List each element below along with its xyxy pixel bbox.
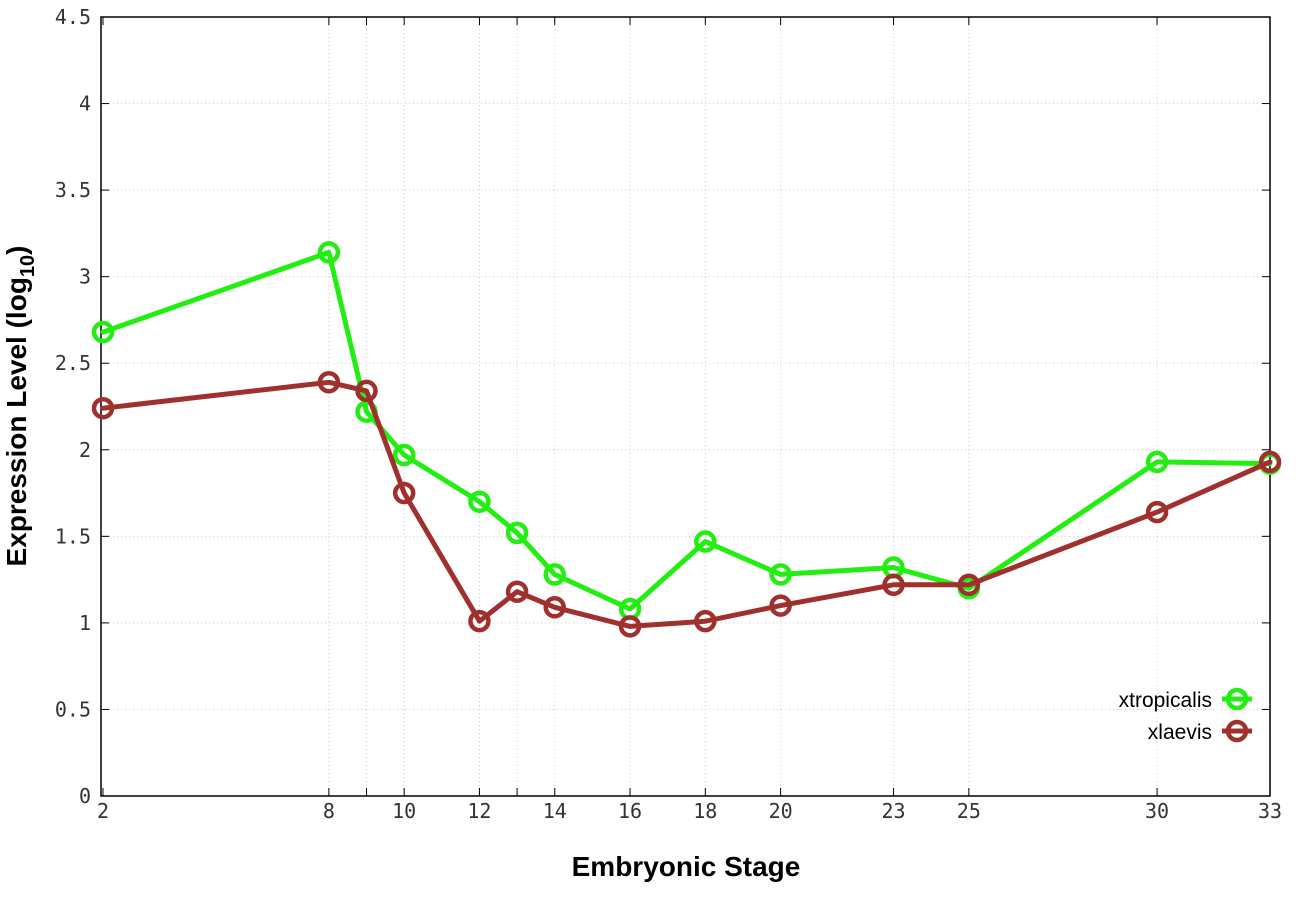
plot-frame bbox=[100, 16, 1271, 797]
data-point-xtropicalis bbox=[1145, 450, 1169, 474]
data-point-xlaevis bbox=[694, 609, 717, 633]
data-point-xlaevis bbox=[317, 371, 341, 394]
x-tick-label: 16 bbox=[618, 799, 642, 823]
legend-item: xlaevis bbox=[1148, 719, 1252, 744]
x-tick-label: 33 bbox=[1258, 799, 1282, 823]
legend-marker-sample bbox=[1225, 719, 1249, 743]
x-tick-label: 30 bbox=[1145, 799, 1169, 823]
legend-label: xlaevis bbox=[1148, 721, 1212, 744]
x-axis-title: Embryonic Stage bbox=[572, 851, 801, 882]
x-tick-labels: 2 8 10 12 14 16 18 20 23 25 30 33 bbox=[97, 799, 1282, 823]
series-xtropicalis bbox=[91, 241, 1282, 621]
data-point-xtropicalis bbox=[543, 563, 566, 586]
legend: xtropicalis xlaevis bbox=[1119, 687, 1252, 744]
y-tick-label: 0.5 bbox=[55, 697, 91, 721]
x-tick-label: 23 bbox=[882, 799, 906, 823]
data-point-xlaevis bbox=[543, 596, 566, 619]
x-tick-label: 20 bbox=[769, 799, 793, 823]
data-point-xlaevis bbox=[882, 573, 905, 597]
x-tick-label: 2 bbox=[97, 799, 109, 823]
x-tick-label: 12 bbox=[467, 799, 491, 823]
series-line-xlaevis bbox=[100, 379, 1273, 629]
tick-marks bbox=[101, 16, 1271, 797]
x-tick-label: 25 bbox=[957, 799, 981, 823]
data-point-xlaevis bbox=[355, 379, 378, 403]
data-point-xtropicalis bbox=[468, 490, 491, 513]
data-point-xtropicalis bbox=[505, 521, 529, 545]
data-point-xlaevis bbox=[468, 609, 491, 633]
series-layer bbox=[91, 241, 1282, 638]
x-tick-label: 10 bbox=[392, 799, 416, 823]
y-tick-labels: 0 0.5 1 1.5 2 2.5 3 3.5 4 4.5 bbox=[55, 5, 91, 808]
y-axis-title-main: Expression Level (log bbox=[1, 277, 32, 566]
y-tick-label: 1.5 bbox=[55, 524, 91, 548]
series-line-xtropicalis bbox=[100, 249, 1273, 612]
y-tick-label: 2 bbox=[79, 438, 91, 462]
legend-item: xtropicalis bbox=[1119, 687, 1252, 712]
data-point-xtropicalis bbox=[317, 241, 341, 264]
y-tick-label: 3 bbox=[79, 265, 91, 289]
data-point-xlaevis bbox=[769, 594, 792, 617]
data-point-xlaevis bbox=[618, 615, 642, 638]
data-point-xlaevis bbox=[1145, 500, 1169, 524]
data-point-xlaevis bbox=[392, 481, 416, 505]
data-point-xlaevis bbox=[957, 573, 981, 597]
x-tick-label: 18 bbox=[693, 799, 717, 823]
x-tick-label: 14 bbox=[543, 799, 567, 823]
grid-lines bbox=[101, 17, 1270, 796]
y-tick-label: 2.5 bbox=[55, 351, 91, 375]
data-point-xlaevis bbox=[1258, 450, 1282, 474]
y-axis-title: Expression Level (log10) bbox=[1, 246, 39, 567]
legend-marker-sample bbox=[1225, 687, 1249, 711]
data-point-xtropicalis bbox=[392, 443, 416, 467]
data-point-xtropicalis bbox=[91, 320, 115, 344]
y-tick-label: 0 bbox=[79, 784, 91, 808]
data-point-xtropicalis bbox=[694, 530, 717, 553]
data-point-xtropicalis bbox=[769, 563, 792, 586]
y-tick-label: 1 bbox=[79, 611, 91, 635]
series-xlaevis bbox=[91, 371, 1282, 638]
y-tick-label: 4.5 bbox=[55, 5, 91, 29]
legend-label: xtropicalis bbox=[1119, 689, 1212, 712]
x-tick-label: 8 bbox=[323, 799, 335, 823]
y-tick-label: 4 bbox=[79, 92, 91, 116]
y-tick-label: 3.5 bbox=[55, 178, 91, 202]
y-axis-title-subscript: 10 bbox=[17, 255, 39, 277]
y-axis-title-close: ) bbox=[1, 246, 32, 255]
data-point-xlaevis bbox=[91, 396, 115, 420]
data-point-xlaevis bbox=[505, 580, 529, 603]
